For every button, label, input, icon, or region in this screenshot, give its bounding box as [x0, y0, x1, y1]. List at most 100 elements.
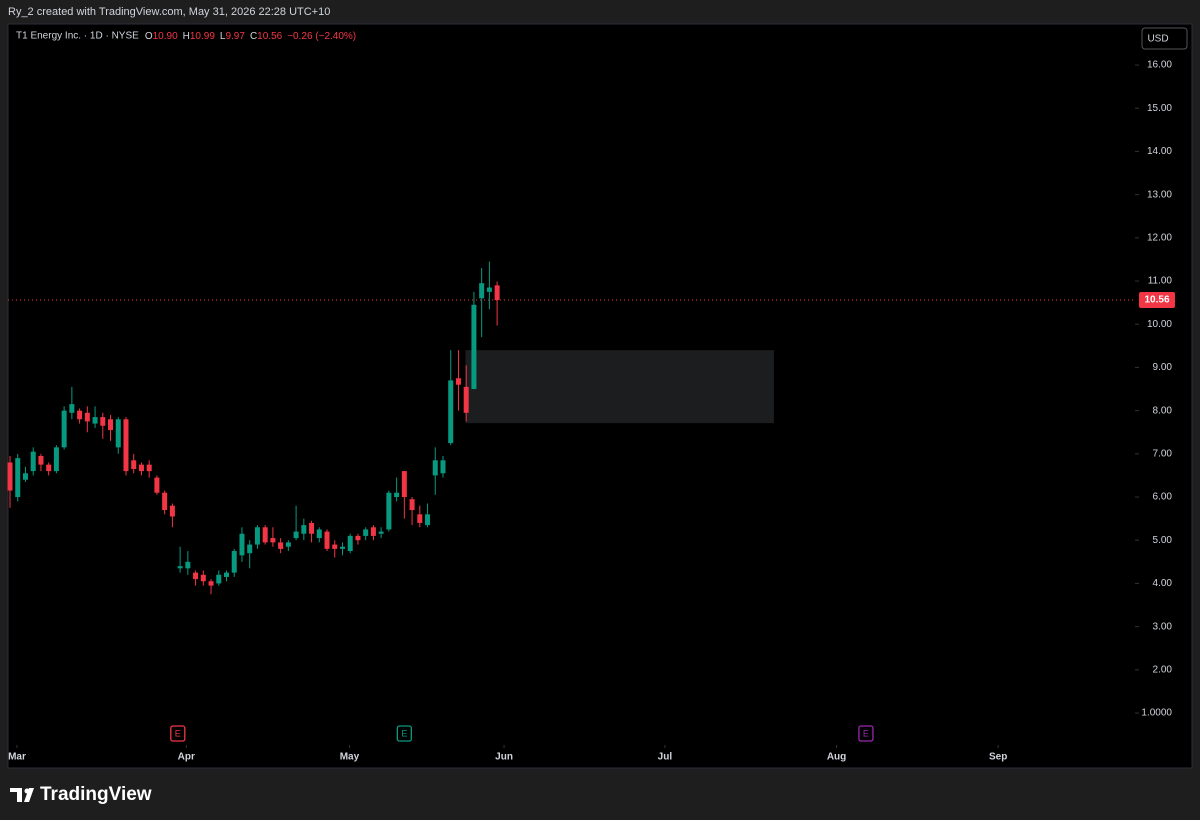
candle-body [247, 544, 253, 554]
candle-body [22, 473, 28, 480]
candle-body [401, 471, 407, 498]
candle-body [154, 477, 160, 493]
candle-body [239, 533, 245, 556]
currency-button[interactable] [1141, 27, 1188, 50]
y-tick-label: 10.00 [1147, 319, 1172, 330]
candle-body [162, 492, 168, 510]
candle-body [115, 419, 121, 448]
y-tick-label: 6.00 [1153, 492, 1173, 503]
legend-key: H [183, 31, 190, 42]
legend-key: O [145, 31, 153, 42]
candle-body [432, 460, 438, 476]
candle-body [224, 572, 230, 577]
candle-body [30, 451, 36, 472]
legend-key: L [220, 31, 226, 42]
candle-body [216, 574, 222, 584]
y-tick-label: 3.00 [1153, 621, 1173, 632]
legend-change: −0.26 (−2.40%) [287, 31, 356, 42]
legend-value: 9.97 [225, 31, 245, 42]
event-label: E [175, 728, 181, 738]
candle-body [285, 542, 291, 547]
candle-body [309, 522, 315, 534]
candle-body [409, 499, 415, 510]
candle-body [169, 505, 175, 517]
y-tick-label: 11.00 [1148, 276, 1173, 287]
candle-body [38, 455, 44, 465]
candle-body [278, 542, 284, 549]
candle-body [61, 410, 67, 448]
x-tick-label: Mar [8, 752, 26, 763]
x-tick-label: Aug [827, 752, 846, 763]
y-tick-label: 5.00 [1153, 535, 1173, 546]
candle-body [339, 546, 345, 549]
candle-body [46, 464, 52, 472]
legend-value: 10.90 [153, 31, 178, 42]
candle-body [293, 531, 299, 539]
x-tick-label: May [340, 752, 360, 763]
candle-body [231, 551, 237, 573]
y-tick-label: 16.00 [1147, 60, 1172, 71]
event-label: E [401, 728, 407, 738]
y-tick-label: 9.00 [1153, 362, 1173, 373]
y-tick-label: 13.00 [1147, 189, 1172, 200]
event-marker [858, 725, 874, 742]
candle-body [77, 410, 83, 420]
candle-body [479, 283, 485, 299]
event-marker [170, 725, 186, 742]
candle-body [15, 458, 21, 498]
y-tick-label: 1.0000 [1141, 708, 1172, 719]
candle-body [347, 535, 353, 552]
candle-body [378, 531, 384, 534]
event-label: E [863, 728, 869, 738]
candle-body [455, 378, 461, 385]
x-tick-label: Jun [495, 752, 513, 763]
candle-body [394, 492, 400, 498]
logo: TradingView [10, 784, 152, 805]
candle-body [324, 531, 330, 549]
y-tick-label: 12.00 [1147, 232, 1172, 243]
event-marker [396, 725, 412, 742]
candle-body [486, 287, 492, 292]
candle-body [425, 514, 431, 526]
candle-body [92, 417, 98, 424]
candle-body [386, 492, 392, 530]
legend-value: 10.56 [257, 31, 282, 42]
y-tick-label: 8.00 [1153, 405, 1173, 416]
candle-body [208, 581, 214, 586]
candle-body [7, 462, 13, 491]
candle-body [262, 527, 268, 543]
candle-body [417, 514, 423, 523]
legend-values: O10.90 H10.99 L9.97 C10.56 −0.26 (−2.40%) [145, 31, 356, 42]
zone [465, 350, 774, 424]
logo-dot [24, 788, 30, 794]
y-tick-label: 4.00 [1153, 578, 1173, 589]
candle-body [471, 304, 477, 390]
candle-body [69, 404, 75, 413]
chart-title: T1 Energy Inc. · 1D · NYSE [16, 31, 139, 42]
candle-body [200, 574, 206, 582]
price-label: 10.56 [1144, 295, 1169, 306]
candle-body [123, 419, 129, 472]
candle-body [146, 464, 152, 472]
candle-body [270, 538, 276, 543]
candle-body [363, 529, 369, 536]
candle-body [332, 544, 338, 549]
candle-body [131, 460, 137, 469]
credit: Ry_2 created with TradingView.com, May 3… [8, 6, 330, 18]
candle-body [185, 561, 191, 569]
x-tick-label: Apr [178, 752, 195, 763]
candle-body [100, 417, 106, 426]
candle-body [494, 285, 500, 301]
candle-body [301, 525, 307, 534]
logo-text: TradingView [40, 784, 152, 805]
candle-body [138, 464, 144, 472]
legend: T1 Energy Inc. · 1D · NYSE O10.90 H10.99 L… [16, 31, 356, 42]
currency[interactable]: USD [1147, 34, 1168, 45]
candle-body [193, 572, 199, 580]
y-tick-label: 7.00 [1153, 448, 1173, 459]
candle-body [254, 527, 260, 545]
legend-value: 10.99 [190, 31, 215, 42]
legend-key: C [250, 31, 257, 42]
